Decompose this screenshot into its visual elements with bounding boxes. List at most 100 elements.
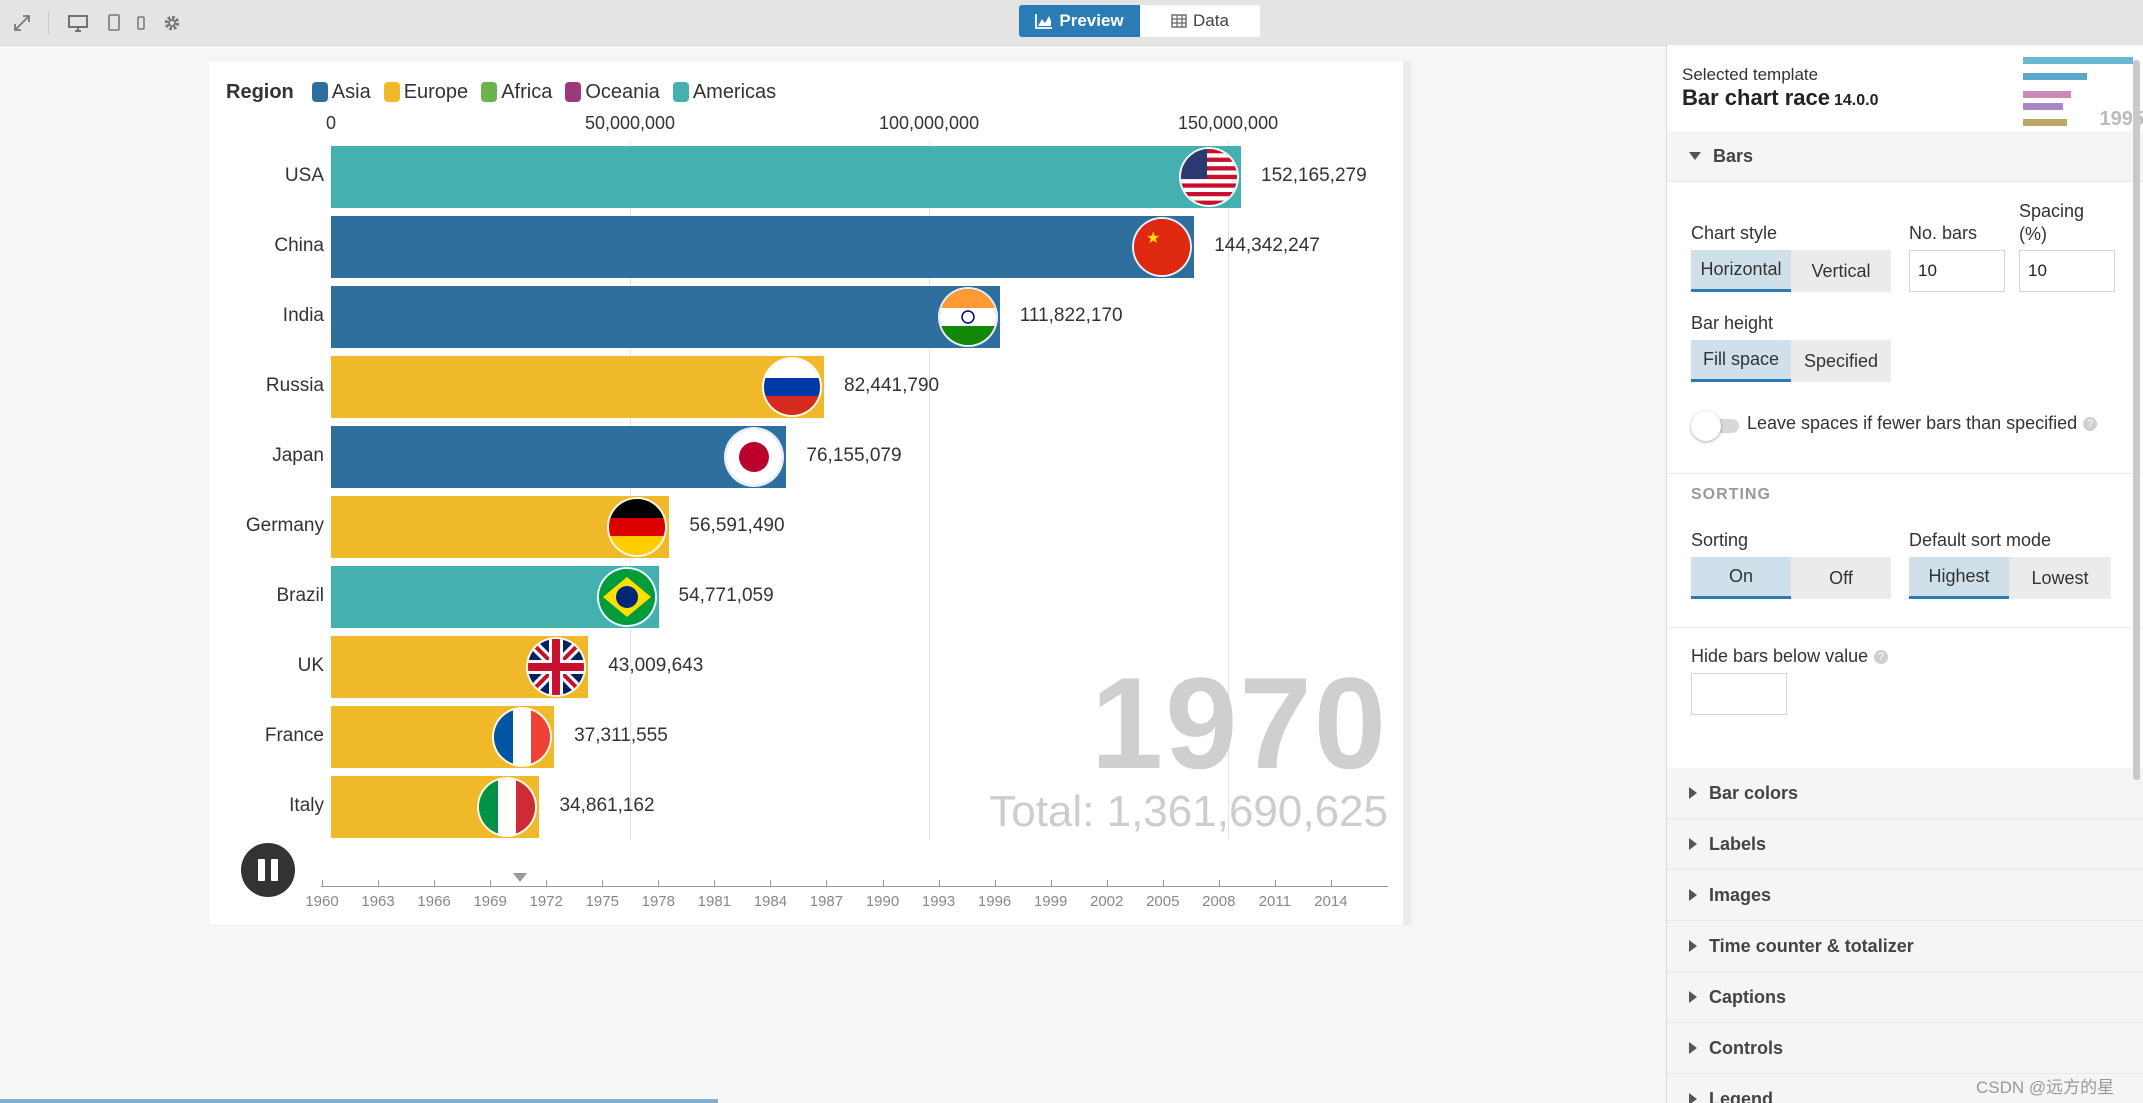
thumb-bar: [2023, 103, 2063, 110]
mobile-icon[interactable]: [131, 13, 151, 33]
timeline-axis[interactable]: [321, 886, 1388, 887]
view-switcher: Preview Data: [1019, 5, 1260, 37]
section-captions[interactable]: Captions: [1667, 972, 2143, 1023]
bar-category-label: France: [264, 725, 324, 746]
timeline-tick: [602, 880, 604, 887]
data-tab[interactable]: Data: [1140, 5, 1260, 37]
bar-height-toggle: Fill space Specified: [1691, 340, 1891, 382]
timeline-tick: [1162, 880, 1164, 887]
sort-mode-highest[interactable]: Highest: [1909, 557, 2009, 599]
legend-label: Asia: [331, 80, 371, 103]
flag-icon: [1181, 149, 1237, 205]
timeline-tick: [938, 880, 940, 887]
flag-icon: [494, 709, 551, 765]
toolbar-divider: [48, 12, 49, 34]
timeline-tick: [378, 880, 380, 887]
bar-category-label: USA: [284, 165, 324, 186]
section-bar-colors[interactable]: Bar colors: [1667, 768, 2143, 819]
bar-value-label: 56,591,490: [689, 515, 785, 536]
section-bars[interactable]: Bars: [1667, 131, 2143, 182]
bar-category-label: Brazil: [276, 585, 324, 606]
bar-value-label: 152,165,279: [1261, 165, 1367, 186]
thumb-bar: [2023, 57, 2133, 64]
timeline-tick: [994, 880, 996, 887]
legend-item[interactable]: Asia: [311, 80, 371, 104]
desktop-icon[interactable]: [68, 13, 88, 33]
section-labels[interactable]: Labels: [1667, 819, 2143, 870]
timeline-handle[interactable]: [513, 873, 527, 882]
section-controls[interactable]: Controls: [1667, 1023, 2143, 1074]
flag-icon: [598, 569, 655, 625]
preview-tab[interactable]: Preview: [1019, 5, 1140, 37]
thumb-year: 1995: [2099, 108, 2143, 130]
timeline-year-label: 1972: [529, 893, 563, 910]
sort-mode-lowest[interactable]: Lowest: [2009, 557, 2111, 599]
help-icon[interactable]: ?: [2083, 417, 2098, 432]
timeline-year-label: 1996: [977, 893, 1012, 910]
legend-item[interactable]: Europe: [383, 80, 469, 104]
timeline-year-label: 2005: [1146, 893, 1180, 910]
chart-style-vertical[interactable]: Vertical: [1791, 250, 1891, 292]
legend-label: Europe: [403, 80, 469, 103]
panel-scrollbar[interactable]: [2133, 60, 2140, 780]
bar-category-label: China: [274, 235, 324, 256]
legend-label: Americas: [692, 80, 777, 103]
svg-text:★: ★: [1146, 230, 1160, 247]
bar-category-label: Germany: [245, 515, 324, 536]
expand-icon[interactable]: [12, 13, 32, 33]
timeline-year-label: 2014: [1314, 893, 1348, 910]
template-thumbnail[interactable]: 1995: [2023, 51, 2143, 131]
bar-category-label: UK: [297, 655, 324, 676]
legend-item[interactable]: Americas: [672, 80, 777, 104]
sorting-off[interactable]: Off: [1791, 557, 1891, 599]
no-bars-input[interactable]: 10: [1909, 250, 2005, 292]
caret-right-icon: [1689, 838, 1697, 850]
caret-right-icon: [1689, 787, 1697, 799]
section-label: Images: [1709, 884, 1772, 905]
timeline-year-label: 1993: [921, 893, 956, 910]
top-toolbar: Preview Data: [0, 0, 2143, 46]
timeline-year-label: 1978: [641, 893, 675, 910]
section-images[interactable]: Images: [1667, 870, 2143, 921]
help-icon[interactable]: ?: [1874, 650, 1889, 665]
timeline-tick: [1106, 880, 1108, 887]
tablet-icon[interactable]: [104, 13, 124, 33]
chart-style-horizontal[interactable]: Horizontal: [1691, 250, 1791, 292]
bar-category-label: Italy: [289, 795, 324, 816]
legend-swatch: [565, 82, 582, 102]
preview-label: Preview: [1059, 11, 1124, 30]
flag-icon: [479, 779, 536, 835]
bar: [331, 216, 1195, 278]
bar-value-label: 82,441,790: [844, 375, 940, 396]
template-version: 14.0.0: [1833, 92, 1879, 109]
spacing-input[interactable]: 10: [2019, 250, 2115, 292]
bar-value-label: 144,342,247: [1214, 235, 1320, 256]
flag-icon: [726, 429, 783, 485]
section-label: Time counter & totalizer: [1709, 935, 1914, 956]
timeline-tick: [1050, 880, 1052, 887]
timeline-year-label: 1960: [305, 893, 339, 910]
sorting-on[interactable]: On: [1691, 557, 1791, 599]
pause-button[interactable]: [241, 843, 295, 897]
hide-below-label: Hide bars below value: [1691, 646, 1869, 666]
gridline: [929, 142, 931, 840]
timeline-tick: [490, 880, 492, 887]
timeline-year-label: 1963: [361, 893, 395, 910]
leave-spaces-switch[interactable]: [1691, 409, 1741, 441]
section-bars-label: Bars: [1713, 145, 1754, 166]
section-time-counter-totalizer[interactable]: Time counter & totalizer: [1667, 921, 2143, 972]
gridline: [630, 142, 632, 840]
thumb-bar: [2023, 73, 2087, 80]
hide-below-input[interactable]: [1691, 673, 1787, 715]
sorting-caption: SORTING: [1691, 486, 1771, 503]
section-legend[interactable]: Legend: [1667, 1074, 2143, 1103]
chart-style-label: Chart style: [1691, 223, 1778, 243]
bar-height-specified[interactable]: Specified: [1791, 340, 1891, 382]
legend-item[interactable]: Africa: [481, 81, 552, 104]
bar-height-fill-space[interactable]: Fill space: [1691, 340, 1791, 382]
gear-icon[interactable]: [162, 13, 182, 33]
leave-spaces-row: Leave spaces if fewer bars than specifie…: [1747, 413, 2098, 434]
legend-item[interactable]: Oceania: [565, 81, 660, 104]
x-tick-label: 150,000,000: [1177, 113, 1279, 133]
bar: [331, 146, 1241, 208]
